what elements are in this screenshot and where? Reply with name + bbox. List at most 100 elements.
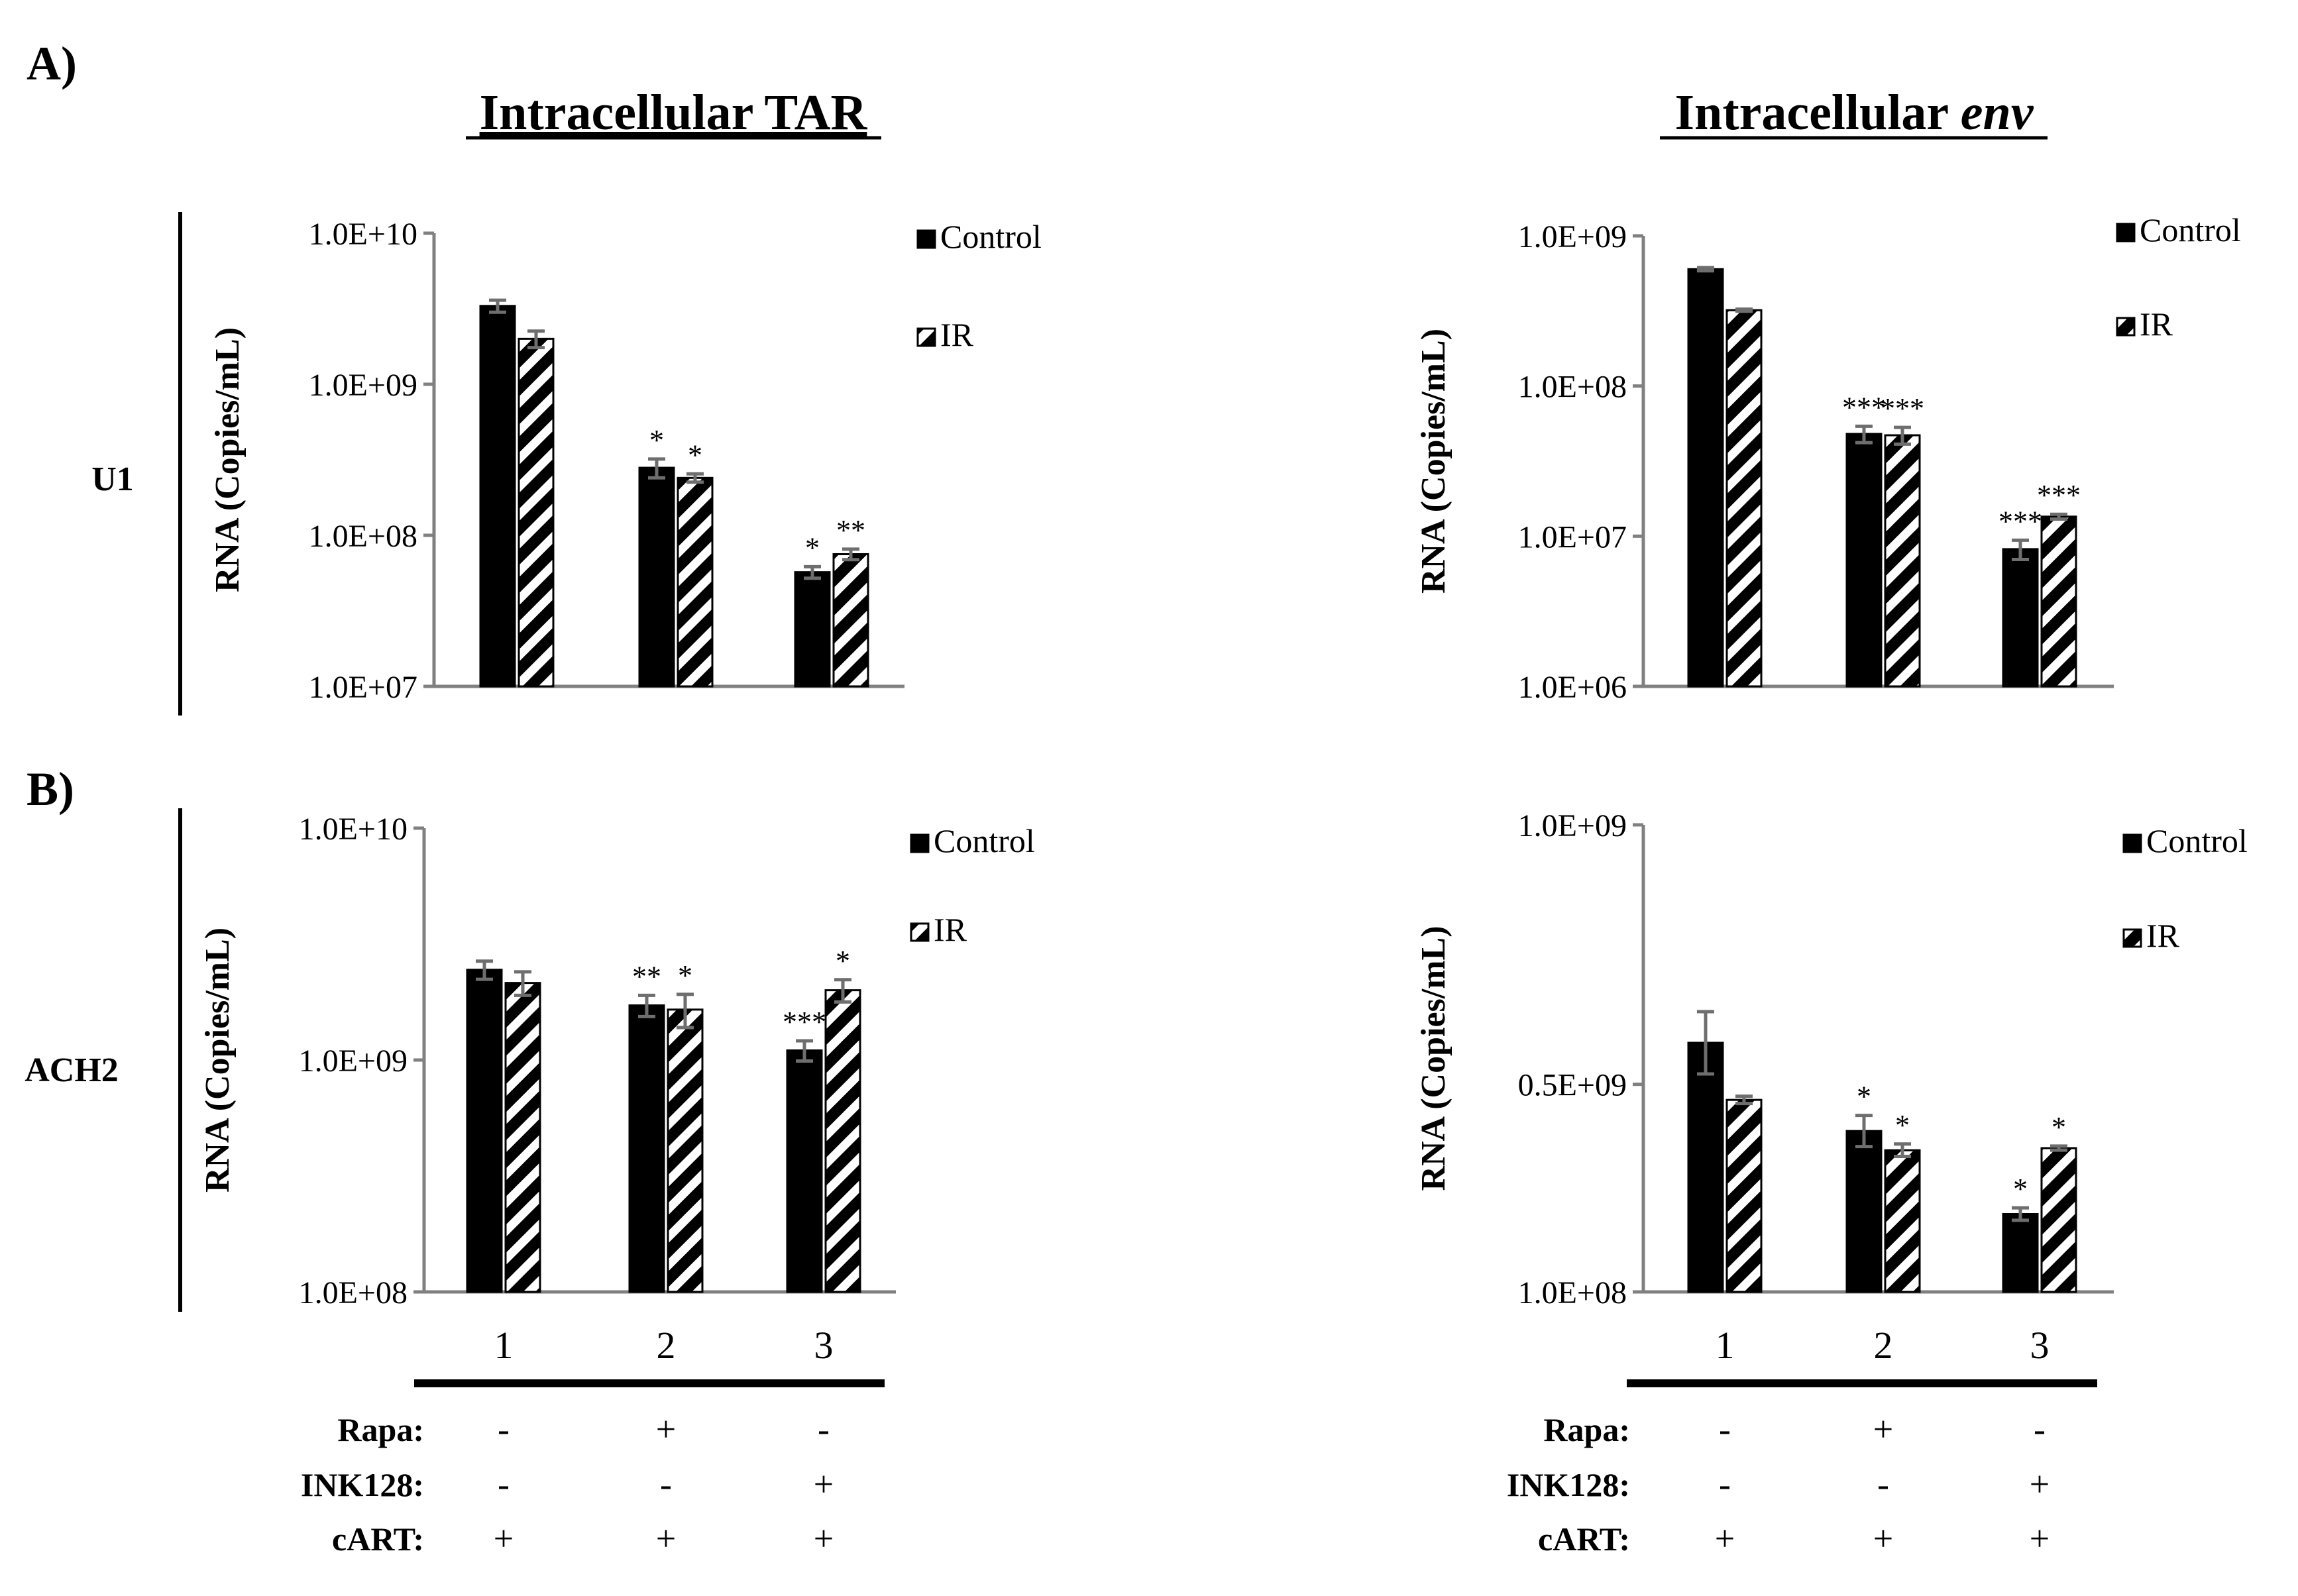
legend-swatch-control — [916, 229, 936, 249]
condition-value: + — [656, 1409, 676, 1449]
y-axis-label: RNA (Copies/mL) — [1415, 329, 1452, 594]
condition-value: - — [2034, 1409, 2046, 1449]
legend-swatch-control — [2122, 833, 2142, 853]
legend: Control IR — [2122, 822, 2248, 954]
bar-control — [1845, 1130, 1883, 1293]
y-tick-label: 1.0E+08 — [299, 1275, 408, 1310]
bar-ir — [518, 337, 555, 688]
legend-label-control: Control — [2146, 822, 2248, 859]
bar-ir — [2040, 1147, 2077, 1293]
bar-ir — [677, 476, 714, 688]
panel-b-label: B) — [27, 763, 74, 816]
condition-row-label: cART: — [332, 1520, 424, 1558]
row-label-ach2: ACH2 — [25, 1051, 119, 1089]
chart-ach2-env: 1.0E+08 0.5E+09 1.0E+09 RNA (Copies/mL) * * * *… — [1415, 808, 2248, 1310]
chart-u1-tar: 1.0E+07 1.0E+08 1.0E+09 1.0E+10 RNA (Copies/… — [209, 217, 1042, 705]
y-axis-label: RNA (Copies/mL) — [199, 928, 237, 1193]
significance-marker: * — [1895, 1109, 1910, 1142]
panel-a-label: A) — [27, 37, 77, 90]
condition-value: - — [498, 1409, 510, 1449]
y-axis-label: RNA (Copies/mL) — [209, 327, 246, 592]
condition-value: - — [660, 1464, 672, 1504]
condition-value: + — [2030, 1464, 2050, 1504]
bar-control — [479, 305, 516, 688]
condition-number: 3 — [814, 1324, 834, 1367]
title-env-prefix: Intracellular — [1674, 85, 1960, 140]
legend-swatch-ir — [2122, 928, 2142, 948]
title-env-italic: env — [1961, 85, 2034, 140]
y-tick-label: 1.0E+07 — [309, 670, 417, 705]
legend-swatch-ir — [910, 922, 930, 942]
legend-label-control: Control — [934, 822, 1035, 859]
title-intracellular-tar: Intracellular TAR — [480, 85, 868, 140]
condition-number: 3 — [2030, 1324, 2050, 1367]
y-tick-label: 1.0E+08 — [1518, 370, 1627, 405]
condition-row-label: INK128: — [301, 1466, 424, 1503]
condition-value: + — [1873, 1518, 1893, 1558]
y-tick-label: 1.0E+08 — [1518, 1275, 1627, 1310]
y-tick-label: 0.5E+09 — [1518, 1068, 1627, 1103]
bar-ir — [667, 1008, 704, 1293]
bar-ir — [1725, 309, 1763, 688]
legend-label-control: Control — [2140, 211, 2241, 248]
y-tick-label: 1.0E+10 — [309, 217, 417, 252]
condition-number: 2 — [657, 1324, 676, 1367]
bar-ir — [1884, 434, 1921, 688]
legend-swatch-control — [910, 833, 930, 853]
condition-value: - — [1877, 1464, 1889, 1504]
y-tick-label: 1.0E+09 — [299, 1043, 408, 1079]
significance-marker: * — [2052, 1111, 2066, 1144]
condition-value: + — [2030, 1518, 2050, 1558]
bar-control — [638, 466, 675, 688]
significance-marker: ** — [836, 514, 865, 547]
significance-marker: * — [2013, 1173, 2028, 1205]
bar-control — [628, 1004, 665, 1293]
significance-marker: * — [649, 424, 664, 456]
legend-swatch-ir — [916, 327, 936, 347]
significance-marker: * — [836, 945, 850, 977]
condition-value: - — [818, 1409, 830, 1449]
condition-table-left: 1 2 3 Rapa: - + - INK128: - - + cART: + + + — [301, 1324, 885, 1558]
bar-control — [786, 1049, 823, 1293]
significance-marker: *** — [783, 1006, 826, 1038]
y-tick-label: 1.0E+07 — [1518, 519, 1627, 555]
significance-marker: *** — [2037, 479, 2081, 511]
y-tick-label: 1.0E+09 — [309, 368, 417, 403]
y-tick-label: 1.0E+09 — [1518, 219, 1627, 254]
condition-value: - — [1719, 1464, 1731, 1504]
legend-swatch-control — [2116, 223, 2136, 242]
condition-table-right: 1 2 3 Rapa: - + - INK128: - - + cART: + + + — [1507, 1324, 2097, 1558]
bar-ir — [504, 982, 541, 1293]
bar-control — [794, 571, 831, 688]
bar-control — [2002, 548, 2039, 688]
condition-value: + — [814, 1518, 834, 1558]
condition-value: + — [494, 1518, 514, 1558]
significance-marker: * — [805, 531, 820, 564]
condition-row-label: Rapa: — [337, 1411, 424, 1448]
legend: Control IR — [916, 218, 1042, 353]
significance-marker: * — [1857, 1081, 1871, 1113]
significance-marker: ** — [632, 960, 661, 992]
y-tick-label: 1.0E+06 — [1518, 670, 1627, 705]
legend-label-control: Control — [940, 218, 1042, 255]
bar-ir — [1884, 1149, 1921, 1293]
legend-swatch-ir — [2116, 317, 2136, 337]
bar-ir — [832, 553, 869, 688]
y-tick-label: 1.0E+09 — [1518, 808, 1627, 843]
bar-control — [1687, 1041, 1724, 1293]
bar-control — [466, 969, 503, 1293]
bar-control — [2002, 1213, 2039, 1293]
condition-row-label: Rapa: — [1543, 1411, 1630, 1448]
y-tick-label: 1.0E+08 — [309, 519, 417, 554]
condition-number: 1 — [494, 1324, 514, 1367]
condition-value: + — [1715, 1518, 1735, 1558]
chart-u1-env: 1.0E+06 1.0E+07 1.0E+08 1.0E+09 RNA (Copies/… — [1415, 211, 2241, 705]
significance-marker: *** — [1842, 391, 1886, 423]
row-label-u1: U1 — [91, 460, 134, 498]
legend: Control IR — [910, 822, 1035, 948]
condition-number: 2 — [1874, 1324, 1893, 1367]
condition-value: - — [1719, 1409, 1731, 1449]
condition-row-label: INK128: — [1507, 1466, 1630, 1503]
